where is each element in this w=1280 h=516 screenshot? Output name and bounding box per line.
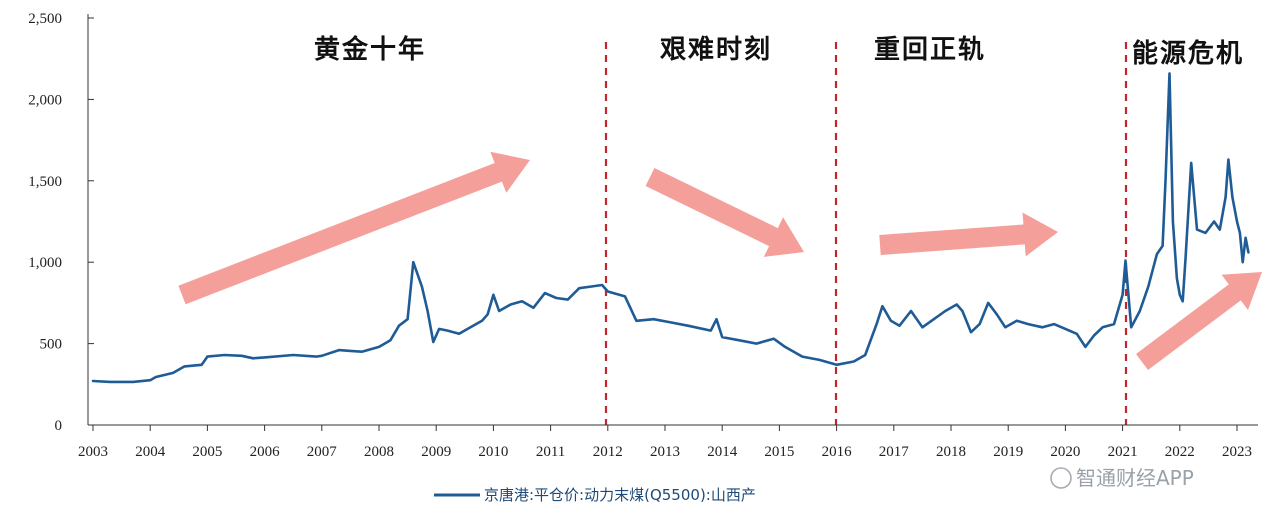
x-tick-label: 2023 (1222, 444, 1252, 460)
x-tick-label: 2020 (1050, 444, 1080, 460)
period-label: 黄金十年 (314, 34, 426, 65)
y-tick-label: 1,000 (28, 255, 62, 271)
x-tick-label: 2019 (993, 444, 1023, 460)
watermark: 智通财经APP (1050, 466, 1194, 490)
x-tick-label: 2013 (650, 444, 680, 460)
period-label: 能源危机 (1132, 38, 1244, 69)
x-tick-label: 2010 (478, 444, 508, 460)
y-axis: 0 500 1,000 1,500 2,000 2,500 (28, 11, 94, 434)
period-arrows (178, 151, 1262, 370)
trend-arrow-down (645, 168, 804, 257)
period-label: 艰难时刻 (660, 34, 772, 65)
x-tick-label: 2005 (192, 444, 222, 460)
x-tick-label: 2017 (879, 444, 910, 460)
y-tick-label: 0 (55, 418, 63, 434)
x-tick-label: 2011 (536, 444, 565, 460)
x-tick-label: 2008 (364, 444, 394, 460)
x-tick-label: 2006 (250, 444, 281, 460)
x-tick-label: 2021 (1108, 444, 1138, 460)
legend-label: 京唐港:平仓价:动力末煤(Q5500):山西产 (484, 486, 756, 504)
period-label: 重回正轨 (874, 35, 986, 65)
x-axis: 2003 2004 2005 2006 2007 2008 2009 2010 2011 2012… (78, 424, 1258, 460)
x-tick-label: 2018 (936, 444, 966, 460)
trend-arrow-up (1136, 272, 1262, 370)
x-tick-label: 2014 (707, 444, 738, 460)
x-tick-label: 2003 (78, 444, 108, 460)
x-tick-label: 2004 (135, 444, 166, 460)
y-tick-label: 2,500 (28, 11, 62, 27)
price-series (91, 72, 1250, 384)
legend: 京唐港:平仓价:动力末煤(Q5500):山西产 (434, 486, 756, 504)
series-line (91, 72, 1250, 384)
x-tick-label: 2016 (822, 444, 853, 460)
x-tick-label: 2012 (593, 444, 623, 460)
trend-arrow-up (178, 151, 530, 305)
y-tick-label: 1,500 (28, 174, 62, 190)
x-tick-label: 2022 (1165, 444, 1195, 460)
x-tick-label: 2007 (307, 444, 338, 460)
period-labels: 黄金十年 艰难时刻 重回正轨 能源危机 (314, 34, 1244, 69)
x-tick-label: 2015 (764, 444, 794, 460)
trend-arrow-up (879, 212, 1058, 257)
y-tick-label: 2,000 (28, 92, 62, 108)
watermark-text: 智通财经APP (1076, 466, 1194, 490)
x-tick-label: 2009 (421, 444, 451, 460)
watermark-logo-icon (1050, 467, 1072, 489)
y-tick-label: 500 (40, 337, 63, 353)
